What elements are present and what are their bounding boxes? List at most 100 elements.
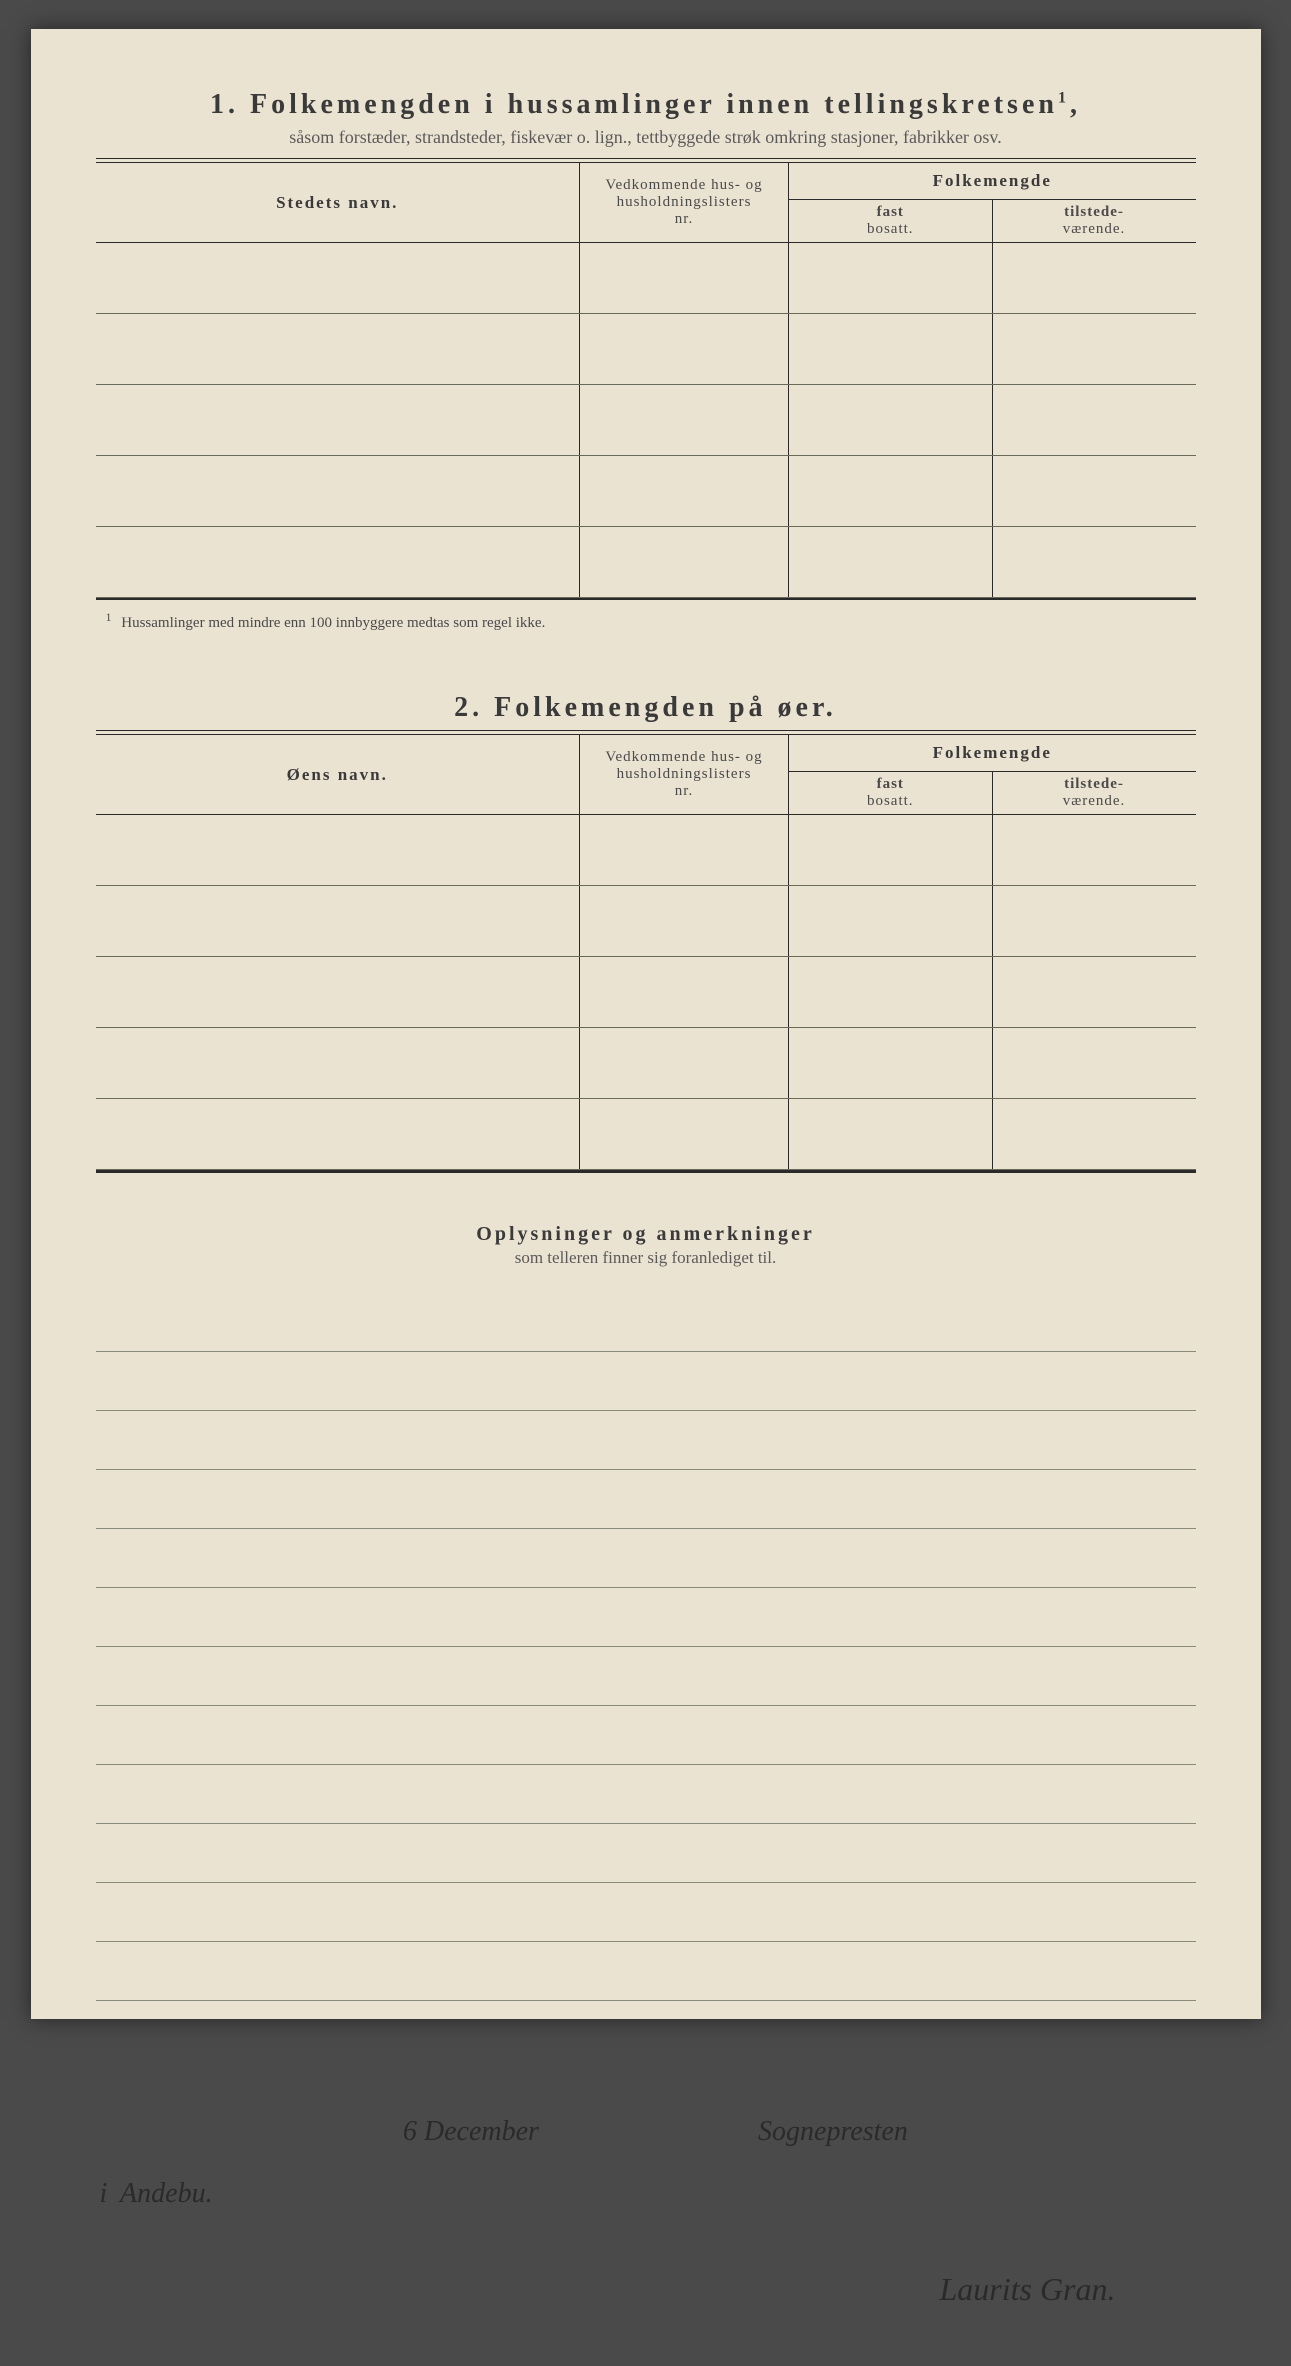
cell	[96, 957, 580, 1028]
cell	[580, 1028, 789, 1099]
cell	[580, 886, 789, 957]
section-1-number: 1.	[210, 89, 239, 120]
cell	[96, 314, 580, 385]
ruled-line	[96, 1588, 1196, 1647]
s1-col1-header: Stedets navn.	[96, 163, 580, 243]
cell	[580, 1099, 789, 1170]
section-3-subtitle: som telleren finner sig foranlediget til…	[96, 1248, 1196, 1268]
section-3-lines	[96, 1293, 1196, 2001]
cell	[580, 957, 789, 1028]
cell	[789, 1028, 993, 1099]
section-1-bottom-rule	[96, 598, 1196, 600]
section-2-table: Øens navn. Vedkommende hus- og husholdni…	[96, 735, 1196, 1170]
table-row	[96, 957, 1196, 1028]
signature-label: (Tellerens underskrift.)	[937, 2328, 1115, 2364]
ruled-line	[96, 1824, 1196, 1883]
table-row	[96, 527, 1196, 598]
s1-rows	[96, 243, 1196, 598]
cell	[96, 456, 580, 527]
cell	[789, 886, 993, 957]
table-row	[96, 314, 1196, 385]
section-2-number: 2.	[454, 692, 483, 723]
cell	[96, 886, 580, 957]
cell	[580, 385, 789, 456]
cert-middle: avgitt til	[590, 2124, 654, 2145]
cell	[580, 243, 789, 314]
section-2-title: 2. Folkemengden på øer.	[96, 692, 1196, 724]
ruled-line	[96, 1470, 1196, 1529]
table-row	[96, 1099, 1196, 1170]
cell	[992, 314, 1196, 385]
section-1-table: Stedets navn. Vedkommende hus- og hushol…	[96, 163, 1196, 598]
cert-struck: ordføreren i	[659, 2124, 749, 2145]
section-2: 2. Folkemengden på øer. Øens navn. Vedko…	[96, 692, 1196, 1173]
ruled-line	[96, 1293, 1196, 1352]
cell	[789, 243, 993, 314]
cell	[992, 1028, 1196, 1099]
cell	[789, 456, 993, 527]
cell	[789, 957, 993, 1028]
cell	[96, 385, 580, 456]
section-1-title-text: Folkemengden i hussamlinger innen tellin…	[250, 89, 1058, 120]
signature: Laurits Gran.	[96, 2254, 1116, 2324]
cert-year: 1920	[548, 2124, 586, 2145]
s2-col2-header: Vedkommende hus- og husholdningslisters …	[580, 735, 789, 815]
cell	[580, 815, 789, 886]
ruled-line	[96, 1883, 1196, 1942]
section-1-footnote: 1 Hussamlinger med mindre enn 100 innbyg…	[96, 610, 1196, 632]
cell	[96, 1099, 580, 1170]
s1-col3-sub: fast bosatt.	[789, 200, 993, 243]
section-2-bottom-rule	[96, 1170, 1196, 1173]
cell	[992, 1099, 1196, 1170]
cell	[992, 243, 1196, 314]
cert-place: Andebu.	[116, 2178, 217, 2209]
cell	[789, 314, 993, 385]
s1-col4-sub: tilstede- værende.	[992, 200, 1196, 243]
s2-col34-header: Folkemengde	[789, 735, 1196, 772]
cell	[789, 815, 993, 886]
census-form-page: 1. Folkemengden i hussamlinger innen tel…	[31, 29, 1261, 2019]
ruled-line	[96, 1647, 1196, 1706]
cert-line2-prefix: i	[96, 2178, 112, 2209]
cell	[580, 456, 789, 527]
section-1-title: 1. Folkemengden i hussamlinger innen tel…	[96, 89, 1196, 121]
cell	[96, 527, 580, 598]
cell	[992, 886, 1196, 957]
cell	[580, 314, 789, 385]
s1-col2-header: Vedkommende hus- og husholdningslisters …	[580, 163, 789, 243]
cert-date: 6 December	[399, 2116, 543, 2147]
s1-col34-header: Folkemengde	[789, 163, 1196, 200]
ruled-line	[96, 1765, 1196, 1824]
cell	[580, 527, 789, 598]
table-row	[96, 385, 1196, 456]
cert-role: Sognepresten	[754, 2116, 912, 2147]
cell	[992, 815, 1196, 886]
cell	[96, 1028, 580, 1099]
s2-rows	[96, 815, 1196, 1170]
table-row	[96, 886, 1196, 957]
cell	[96, 815, 580, 886]
s2-col3-sub: fast bosatt.	[789, 772, 993, 815]
cell	[992, 456, 1196, 527]
section-3-title: Oplysninger og anmerkninger	[96, 1223, 1196, 1246]
section-1: 1. Folkemengden i hussamlinger innen tel…	[96, 89, 1196, 632]
cell	[789, 527, 993, 598]
signature-block: Laurits Gran. (Tellerens underskrift.)	[96, 2254, 1196, 2366]
cell	[992, 957, 1196, 1028]
ruled-line	[96, 1411, 1196, 1470]
cert-prefix: Listen er utfylt av undertegnede og den	[96, 2124, 395, 2145]
cell	[992, 385, 1196, 456]
table-row	[96, 815, 1196, 886]
s2-col4-sub: tilstede- værende.	[992, 772, 1196, 815]
ruled-line	[96, 1706, 1196, 1765]
ruled-line	[96, 1352, 1196, 1411]
ruled-line	[96, 1529, 1196, 1588]
table-row	[96, 243, 1196, 314]
table-row	[96, 1028, 1196, 1099]
ruled-line	[96, 1942, 1196, 2001]
section-2-title-text: Folkemengden på øer.	[494, 692, 837, 723]
section-1-title-sup: 1	[1058, 90, 1070, 107]
cell	[789, 1099, 993, 1170]
table-row	[96, 456, 1196, 527]
cell	[96, 243, 580, 314]
